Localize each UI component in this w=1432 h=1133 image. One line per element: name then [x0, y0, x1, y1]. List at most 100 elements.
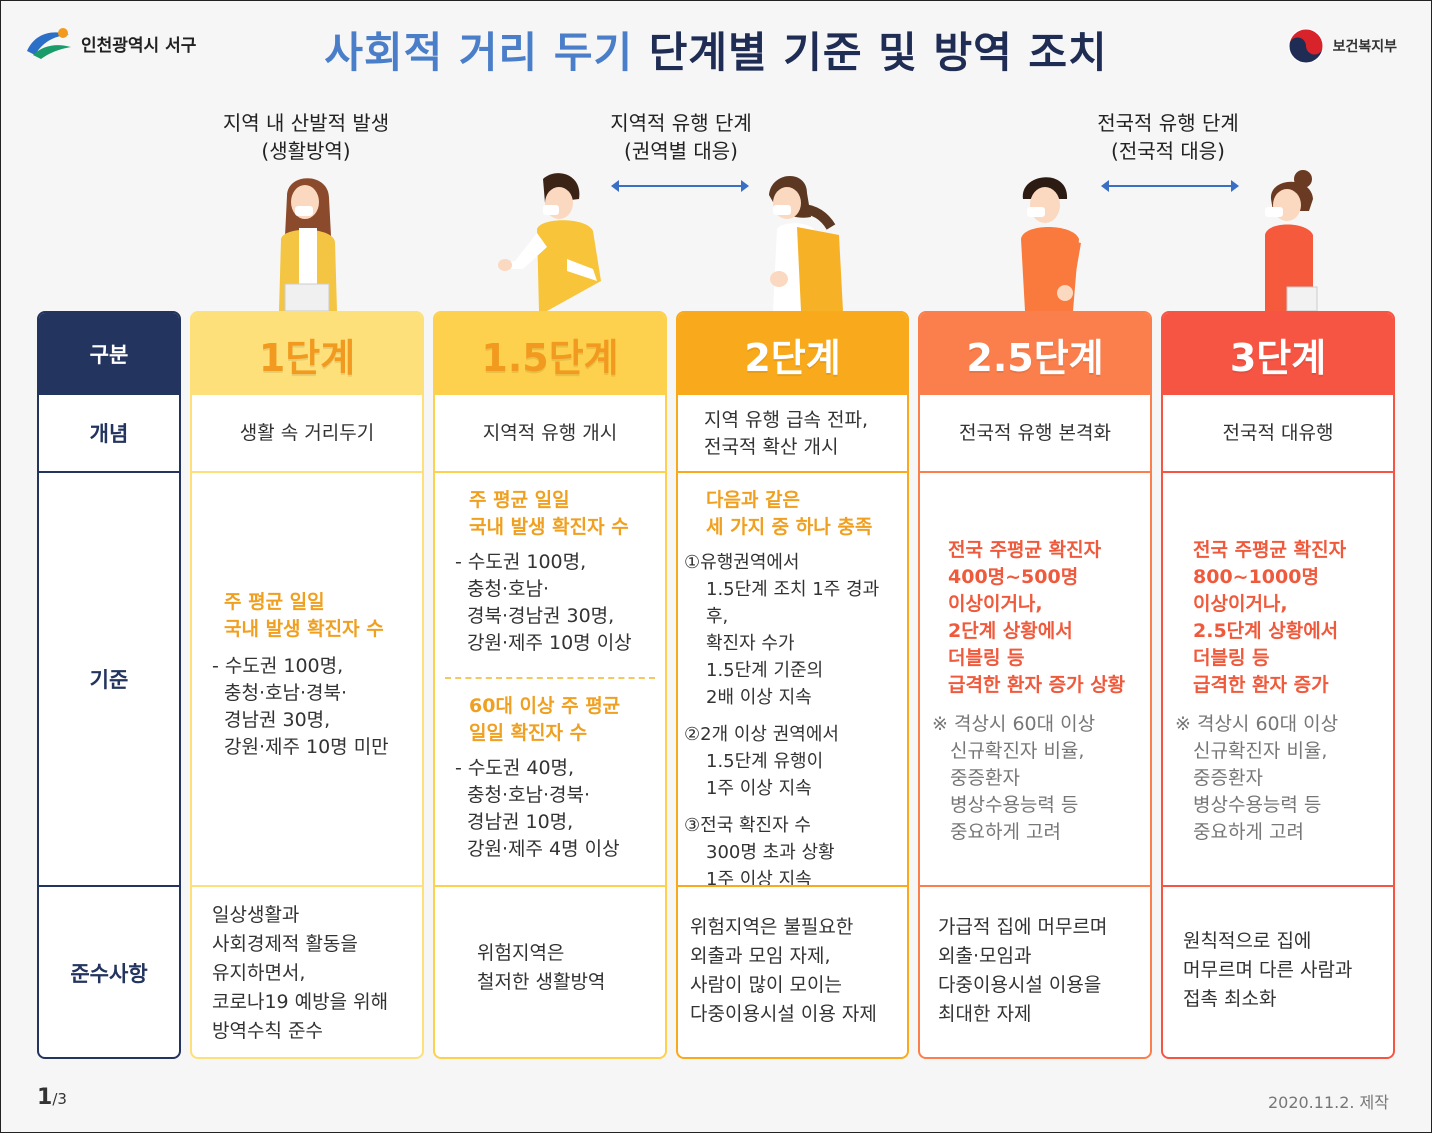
- org-left-name: 인천광역시 서구: [81, 35, 197, 56]
- criteria-line: 1주 이상 지속: [706, 869, 812, 890]
- page-title: 사회적 거리 두기 단계별 기준 및 방역 조치: [1, 19, 1431, 80]
- phase-label-3: 전국적 유행 단계 (전국적 대응): [1053, 109, 1283, 165]
- criteria-title-line: 국내 발생 확진자 수: [224, 618, 384, 640]
- row-label-column: 구분 개념 기준 준수사항: [37, 311, 181, 1059]
- criteria-title-line: 2.5단계 상황에서: [1193, 620, 1339, 642]
- phase-label-2: 지역적 유행 단계 (권역별 대응): [566, 109, 796, 165]
- label-concept: 개념: [89, 422, 129, 446]
- criteria-title-line: 이상이거나,: [948, 593, 1043, 615]
- rules-line: 방역수칙 준수: [212, 1020, 323, 1042]
- org-logo-right: 보건복지부: [1287, 27, 1397, 65]
- rules-line: 일상생활과: [212, 904, 300, 926]
- criteria-line: 300명 초과 상황: [706, 842, 835, 863]
- seogu-logo-icon: [27, 28, 71, 59]
- person-illustration: [769, 175, 843, 311]
- person-illustration: [1265, 170, 1318, 311]
- rules-line: 사회경제적 활동을: [212, 933, 358, 955]
- phase-label-1: 지역 내 산발적 발생 (생활방역): [191, 109, 421, 165]
- note-line: 신규확진자 비율,: [1193, 740, 1328, 762]
- double-arrow-icon: [611, 180, 749, 192]
- concept-text: 생활 속 거리두기: [239, 421, 375, 444]
- level-column-1-5: 1.5단계 지역적 유행 개시 주 평균 일일 국내 발생 확진자 수 - 수도…: [433, 311, 667, 1059]
- criteria-line: 1.5단계 조치 1주 경과 후,: [706, 579, 880, 627]
- criteria-title-line: 2단계 상황에서: [948, 620, 1073, 642]
- criteria-title-line: 세 가지 중 하나 충족: [706, 516, 873, 538]
- label-criteria: 기준: [89, 668, 129, 692]
- phase-1-line2: (생활방역): [261, 139, 351, 163]
- criteria-title-2: 60대 이상 주 평균 일일 확진자 수: [435, 693, 665, 747]
- criteria-line: ③전국 확진자 수: [684, 815, 811, 836]
- rules-text: 일상생활과 사회경제적 활동을 유지하면서, 코로나19 예방을 위해 방역수칙…: [192, 901, 422, 1046]
- level-name: 2.5단계: [920, 313, 1150, 395]
- criteria-body-2: - 수도권 40명, 충청·호남·경북· 경남권 10명, 강원·제주 4명 이…: [435, 755, 665, 863]
- criteria-line: 충청·호남·경북·: [224, 682, 347, 704]
- concept-text: 지역 유행 급속 전파, 전국적 확산 개시: [678, 407, 907, 461]
- divider: [39, 471, 179, 473]
- criteria-title-line: 다음과 같은: [706, 489, 801, 511]
- concept-line: 전국적 확산 개시: [704, 436, 839, 458]
- rules-line: 사람이 많이 모이는: [690, 974, 842, 996]
- note-line: 병상수용능력 등: [1193, 794, 1322, 816]
- rules-line: 다중이용시설 이용을: [938, 974, 1102, 996]
- rules-line: 최대한 자제: [938, 1003, 1032, 1025]
- note-line: ※ 격상시 60대 이상: [932, 713, 1096, 735]
- note-line: 병상수용능력 등: [950, 794, 1079, 816]
- criteria-title: 주 평균 일일 국내 발생 확진자 수: [192, 589, 422, 643]
- level-name: 1단계: [192, 313, 422, 395]
- criteria-title-line: 더블링 등: [948, 647, 1025, 669]
- criteria-line: 강원·제주 10명 미만: [224, 736, 389, 758]
- phase-2-line1: 지역적 유행 단계: [610, 111, 752, 135]
- criteria-title-line: 급격한 환자 증가 상황: [948, 674, 1126, 696]
- double-arrow-icon: [1101, 180, 1239, 192]
- rules-line: 다중이용시설 이용 자제: [690, 1003, 877, 1025]
- criteria-line: 1주 이상 지속: [706, 778, 812, 799]
- criteria-line: 강원·제주 4명 이상: [467, 838, 620, 860]
- note-line: 중증환자: [950, 767, 1020, 789]
- title-part1: 사회적 거리 두기: [324, 28, 634, 77]
- person-illustration: [279, 178, 337, 311]
- rules-text: 원칙적으로 집에 머무르며 다른 사람과 접촉 최소화: [1163, 927, 1393, 1014]
- criteria-line: 강원·제주 10명 이상: [467, 632, 632, 654]
- divider: [920, 471, 1150, 473]
- taegeuk-logo-icon: [1288, 28, 1324, 64]
- concept-text: 지역적 유행 개시: [482, 421, 618, 444]
- criteria-line: - 수도권 40명,: [455, 757, 575, 779]
- divider: [678, 885, 907, 887]
- level-column-2-5: 2.5단계 전국적 유행 본격화 전국 주평균 확진자 400명~500명 이상…: [918, 311, 1152, 1059]
- note-line: 중요하게 고려: [1193, 821, 1304, 843]
- criteria-title-line: 더블링 등: [1193, 647, 1270, 669]
- criteria-body: - 수도권 100명, 충청·호남·경북· 경남권 30명, 강원·제주 10명…: [192, 653, 422, 761]
- level-name: 3단계: [1163, 313, 1393, 395]
- criteria-title-line: 국내 발생 확진자 수: [469, 516, 629, 538]
- criteria-title: 주 평균 일일 국내 발생 확진자 수: [435, 487, 665, 541]
- criteria-line: 1.5단계 기준의: [706, 660, 824, 681]
- criteria-line: - 수도권 100명,: [212, 655, 344, 677]
- divider: [1163, 885, 1393, 887]
- rules-line: 접촉 최소화: [1183, 988, 1277, 1010]
- criteria-line: ②2개 이상 권역에서: [684, 724, 839, 745]
- phase-2-line2: (권역별 대응): [624, 139, 738, 163]
- rules-line: 가급적 집에 머무르며: [938, 916, 1108, 938]
- rules-line: 위험지역은 불필요한: [690, 916, 854, 938]
- note-line: ※ 격상시 60대 이상: [1175, 713, 1339, 735]
- criteria-line: 경북·경남권 30명,: [467, 605, 615, 627]
- page-number: 1: [37, 1085, 53, 1110]
- criteria-line: 충청·호남·: [467, 578, 549, 600]
- criteria-line: 경남권 30명,: [224, 709, 331, 731]
- criteria-title-line: 일일 확진자 수: [469, 722, 588, 744]
- page-total: /3: [52, 1090, 67, 1108]
- criteria-note: ※ 격상시 60대 이상 신규확진자 비율, 중증환자 병상수용능력 등 중요하…: [1163, 711, 1393, 846]
- criteria-line: - 수도권 100명,: [455, 551, 587, 573]
- divider: [192, 885, 422, 887]
- rules-text: 위험지역은 불필요한 외출과 모임 자제, 사람이 많이 모이는 다중이용시설 …: [678, 913, 907, 1029]
- title-part2: 단계별 기준 및 방역 조치: [648, 28, 1108, 77]
- criteria-title-line: 이상이거나,: [1193, 593, 1288, 615]
- concept-text: 전국적 대유행: [1222, 421, 1334, 444]
- note-line: 중요하게 고려: [950, 821, 1061, 843]
- rules-text: 위험지역은 철저한 생활방역: [435, 939, 665, 997]
- page-indicator: 1/3: [37, 1085, 67, 1110]
- criteria-items: ①유행권역에서 1.5단계 조치 1주 경과 후, 확진자 수가 1.5단계 기…: [678, 549, 907, 893]
- criteria-line: 확진자 수가: [706, 633, 795, 654]
- criteria-line: ①유행권역에서: [684, 552, 800, 573]
